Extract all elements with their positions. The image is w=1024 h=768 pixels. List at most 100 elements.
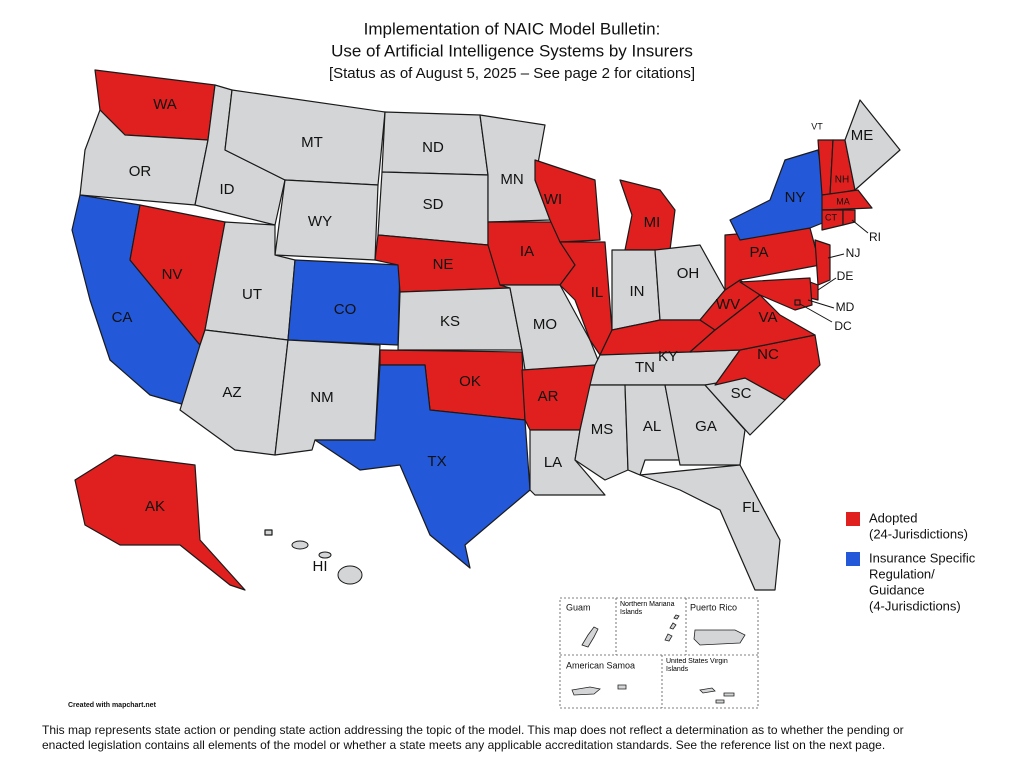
island bbox=[581, 626, 599, 648]
legend-label: (4-Jurisdictions) bbox=[869, 598, 961, 613]
legend-label: Insurance Specific bbox=[869, 550, 976, 565]
state-label: MI bbox=[644, 214, 661, 231]
footnote-line: enacted legislation contains all element… bbox=[42, 738, 885, 752]
state-shape bbox=[842, 209, 856, 226]
territories-inset bbox=[559, 597, 759, 709]
state-label: VA bbox=[759, 309, 778, 326]
state-shape bbox=[314, 364, 531, 569]
state-label: MO bbox=[533, 316, 557, 333]
subtitle: [Status as of August 5, 2025 – See page … bbox=[329, 65, 695, 82]
state-shape bbox=[844, 99, 901, 191]
state-label: LA bbox=[544, 454, 562, 471]
territory-labels-small: Northern Mariana Islands United States V… bbox=[620, 601, 728, 673]
state-label: AR bbox=[538, 388, 559, 405]
state-shape bbox=[74, 454, 246, 591]
state-label: PA bbox=[750, 244, 769, 261]
state-label: RI bbox=[869, 230, 881, 244]
state-label: CO bbox=[334, 301, 357, 318]
state-label: HI bbox=[313, 558, 328, 575]
state-label: MD bbox=[836, 300, 855, 314]
credit: Created with mapchart.net bbox=[68, 702, 157, 709]
island bbox=[318, 551, 332, 559]
state-label: CT bbox=[825, 212, 837, 222]
leader-line bbox=[807, 299, 835, 309]
state-label: IN bbox=[630, 283, 645, 300]
state-label: NH bbox=[835, 175, 849, 186]
footnote-line: This map represents state action or pend… bbox=[42, 723, 904, 737]
island bbox=[693, 629, 746, 646]
state-label: TX bbox=[427, 453, 446, 470]
legend-label: Guidance bbox=[869, 582, 925, 597]
state-label: OK bbox=[459, 373, 481, 390]
leader-line bbox=[851, 219, 869, 234]
state-shape bbox=[739, 277, 813, 311]
state-label: NV bbox=[162, 266, 183, 283]
state-label: UT bbox=[242, 286, 262, 303]
state-label: IL bbox=[591, 284, 604, 301]
state-label: ME bbox=[851, 127, 874, 144]
state-label: MT bbox=[301, 134, 323, 151]
state-label: MN bbox=[500, 171, 523, 188]
state-label: NC bbox=[757, 346, 779, 363]
state-label: AZ bbox=[222, 384, 241, 401]
state-label: AK bbox=[145, 498, 165, 515]
state-label: OR bbox=[129, 163, 152, 180]
state-labels: WA OR CA NV ID MT WY UT CO AZ NM ND SD NE KS OK TX MN IA MO… bbox=[112, 96, 881, 575]
island bbox=[571, 684, 627, 696]
island bbox=[291, 540, 309, 550]
legend-label: Regulation/ bbox=[869, 566, 935, 581]
state-label: IA bbox=[520, 243, 534, 260]
title-line: Implementation of NAIC Model Bulletin: bbox=[364, 19, 661, 38]
state-label: WV bbox=[716, 296, 740, 313]
state-label: ID bbox=[220, 181, 235, 198]
territory-label: Guam bbox=[566, 602, 591, 612]
states bbox=[71, 69, 901, 591]
legend-swatch bbox=[846, 512, 860, 526]
leader-line bbox=[799, 303, 833, 323]
state-label: NM bbox=[310, 389, 333, 406]
leader-line bbox=[817, 277, 837, 291]
state-label: NJ bbox=[846, 246, 861, 260]
state-label: ND bbox=[422, 139, 444, 156]
state-label: SC bbox=[731, 385, 752, 402]
legend-swatch bbox=[846, 552, 860, 566]
state-shape bbox=[664, 384, 746, 466]
state-shape bbox=[814, 239, 831, 286]
island bbox=[337, 565, 363, 585]
territory-label: American Samoa bbox=[566, 660, 635, 670]
legend-label: Adopted bbox=[869, 510, 917, 525]
state-label: DC bbox=[834, 319, 852, 333]
state-label: MA bbox=[836, 196, 850, 206]
state-label: SD bbox=[423, 196, 444, 213]
state-label: GA bbox=[695, 418, 717, 435]
leader-line bbox=[827, 253, 845, 259]
territory-label: United States Virgin Islands bbox=[666, 658, 728, 673]
state-label: WA bbox=[153, 96, 177, 113]
state-label: FL bbox=[742, 499, 760, 516]
state-shape bbox=[729, 149, 831, 241]
legend-label: (24-Jurisdictions) bbox=[869, 526, 968, 541]
inset-frame bbox=[559, 597, 759, 709]
state-shape bbox=[639, 464, 781, 591]
state-label: CA bbox=[112, 309, 133, 326]
state-shape bbox=[559, 241, 613, 356]
state-shape bbox=[264, 529, 273, 536]
state-shape bbox=[821, 189, 873, 211]
state-label: AL bbox=[643, 418, 661, 435]
island bbox=[664, 614, 680, 642]
state-shape bbox=[794, 299, 801, 306]
territory-label: Northern Mariana Islands bbox=[620, 601, 675, 616]
state-label: WI bbox=[544, 191, 562, 208]
territory-label: Puerto Rico bbox=[690, 602, 737, 612]
state-label: NE bbox=[433, 256, 454, 273]
state-label: KS bbox=[440, 313, 460, 330]
state-label: VT bbox=[811, 121, 823, 131]
title: Implementation of NAIC Model Bulletin: U… bbox=[329, 19, 695, 81]
state-label: DE bbox=[837, 269, 854, 283]
state-label: NY bbox=[785, 189, 806, 206]
island bbox=[699, 687, 735, 704]
territory-label-box: United States Virgin Islands bbox=[666, 658, 728, 673]
state-label: WY bbox=[308, 213, 332, 230]
state-label: TN bbox=[635, 359, 655, 376]
